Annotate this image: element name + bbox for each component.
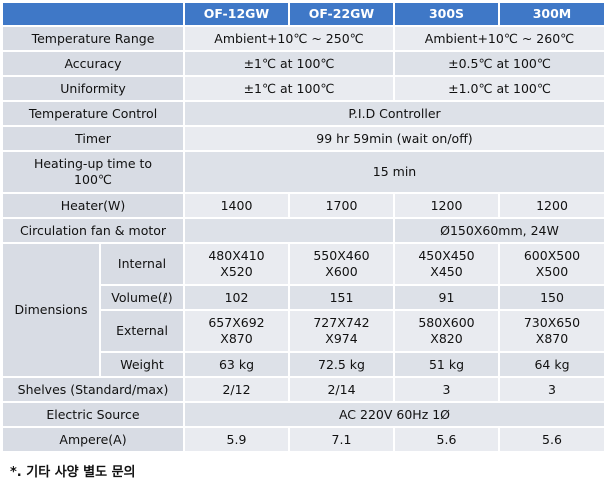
value-external-of-22gw-line1: 727X742 — [313, 315, 370, 330]
row-shelves: Shelves (Standard/max) 2/12 2/14 3 3 — [1, 376, 605, 403]
label-heating-up: Heating-up time to 100℃ — [1, 150, 185, 194]
value-shelves-of-12gw: 2/12 — [183, 376, 290, 403]
value-ampere-of-22gw: 7.1 — [288, 426, 395, 453]
header-row: OF-12GW OF-22GW 300S 300M — [1, 1, 605, 27]
row-temperature-control: Temperature Control P.I.D Controller — [1, 100, 605, 127]
value-accuracy-12-22: ±1℃ at 100℃ — [183, 50, 395, 77]
footnote: *. 기타 사양 별도 문의 — [10, 465, 136, 480]
value-heater-of-12gw: 1400 — [183, 192, 290, 219]
row-dimensions-volume: Volume(ℓ) 102 151 91 150 — [2, 284, 605, 311]
row-temperature-range: Temperature Range Ambient+10℃ ~ 250℃ Amb… — [1, 25, 605, 52]
value-external-300m: 730X650 X870 — [498, 309, 605, 353]
value-internal-300s-line1: 450X450 — [418, 248, 475, 263]
value-internal-300m: 600X500 X500 — [498, 242, 605, 286]
label-internal: Internal — [99, 242, 185, 286]
header-corner — [1, 1, 185, 27]
label-uniformity: Uniformity — [1, 75, 185, 102]
value-weight-of-12gw: 63 kg — [183, 351, 290, 378]
value-uniformity-300: ±1.0℃ at 100℃ — [393, 75, 605, 102]
label-shelves: Shelves (Standard/max) — [1, 376, 185, 403]
value-external-of-12gw-line1: 657X692 — [208, 315, 265, 330]
value-internal-of-22gw-line2: X600 — [325, 264, 358, 279]
label-external: External — [99, 309, 185, 353]
value-weight-300m: 64 kg — [498, 351, 605, 378]
value-volume-of-22gw: 151 — [288, 284, 395, 311]
label-volume: Volume(ℓ) — [99, 284, 185, 311]
header-of-12gw: OF-12GW — [183, 1, 290, 27]
row-ampere: Ampere(A) 5.9 7.1 5.6 5.6 — [1, 426, 605, 453]
label-weight: Weight — [99, 351, 185, 378]
value-internal-300s: 450X450 X450 — [393, 242, 500, 286]
value-internal-of-22gw: 550X460 X600 — [288, 242, 395, 286]
label-dimensions: Dimensions — [1, 242, 101, 378]
value-electric-source: AC 220V 60Hz 1Ø — [183, 401, 605, 428]
row-timer: Timer 99 hr 59min (wait on/off) — [1, 125, 605, 152]
value-external-300s: 580X600 X820 — [393, 309, 500, 353]
value-volume-of-12gw: 102 — [183, 284, 290, 311]
value-circulation-fan: Ø150X60mm, 24W — [393, 217, 605, 244]
header-300m: 300M — [498, 1, 605, 27]
value-internal-300m-line1: 600X500 — [523, 248, 581, 263]
label-heating-up-line2: 100℃ — [74, 172, 112, 187]
value-heater-300m: 1200 — [498, 192, 605, 219]
header-300s: 300S — [393, 1, 500, 27]
value-timer: 99 hr 59min (wait on/off) — [183, 125, 605, 152]
value-shelves-300s: 3 — [393, 376, 500, 403]
value-internal-300s-line2: X450 — [430, 264, 463, 279]
value-volume-300s: 91 — [393, 284, 500, 311]
value-heater-of-22gw: 1700 — [288, 192, 395, 219]
value-internal-of-12gw: 480X410 X520 — [183, 242, 290, 286]
header-of-22gw: OF-22GW — [288, 1, 395, 27]
label-temperature-control: Temperature Control — [1, 100, 185, 127]
value-weight-of-22gw: 72.5 kg — [288, 351, 395, 378]
value-external-of-12gw: 657X692 X870 — [183, 309, 290, 353]
value-temperature-range-12-22: Ambient+10℃ ~ 250℃ — [183, 25, 395, 52]
value-uniformity-12-22: ±1℃ at 100℃ — [183, 75, 395, 102]
value-internal-of-12gw-line1: 480X410 — [208, 248, 265, 263]
value-heater-300s: 1200 — [393, 192, 500, 219]
value-internal-of-22gw-line1: 550X460 — [313, 248, 370, 263]
label-timer: Timer — [1, 125, 185, 152]
label-accuracy: Accuracy — [1, 50, 185, 77]
value-external-of-22gw: 727X742 X974 — [288, 309, 395, 353]
value-weight-300s: 51 kg — [393, 351, 500, 378]
row-dimensions-weight: Weight 63 kg 72.5 kg 51 kg 64 kg — [2, 351, 605, 378]
value-ampere-of-12gw: 5.9 — [183, 426, 290, 453]
label-heater: Heater(W) — [1, 192, 185, 219]
row-electric-source: Electric Source AC 220V 60Hz 1Ø — [1, 401, 605, 428]
row-uniformity: Uniformity ±1℃ at 100℃ ±1.0℃ at 100℃ — [1, 75, 605, 102]
row-dimensions-external: External 657X692 X870 727X742 X974 580X6… — [2, 309, 605, 353]
label-ampere: Ampere(A) — [1, 426, 185, 453]
row-heating-up: Heating-up time to 100℃ 15 min — [1, 150, 605, 194]
value-heating-up: 15 min — [183, 150, 605, 194]
row-heater: Heater(W) 1400 1700 1200 1200 — [1, 192, 605, 219]
value-external-300s-line1: 580X600 — [418, 315, 475, 330]
spec-table: OF-12GW OF-22GW 300S 300M Temperature Ra… — [1, 1, 605, 453]
value-temperature-control: P.I.D Controller — [183, 100, 605, 127]
row-circulation-fan: Circulation fan & motor Ø150X60mm, 24W — [1, 217, 605, 244]
value-external-300m-line2: X870 — [535, 331, 569, 346]
value-volume-300m: 150 — [498, 284, 605, 311]
value-ampere-300s: 5.6 — [393, 426, 500, 453]
label-heating-up-line1: Heating-up time to — [33, 156, 153, 171]
value-circulation-fan-empty — [183, 217, 395, 244]
label-circulation-fan: Circulation fan & motor — [1, 217, 185, 244]
value-shelves-300m: 3 — [498, 376, 605, 403]
value-external-of-12gw-line2: X870 — [220, 331, 253, 346]
row-dimensions-internal: Dimensions Internal 480X410 X520 550X460… — [1, 242, 605, 378]
value-internal-300m-line2: X500 — [535, 264, 569, 279]
value-external-300s-line2: X820 — [430, 331, 463, 346]
label-electric-source: Electric Source — [1, 401, 185, 428]
value-external-300m-line1: 730X650 — [523, 315, 581, 330]
value-accuracy-300: ±0.5℃ at 100℃ — [393, 50, 605, 77]
value-external-of-22gw-line2: X974 — [325, 331, 358, 346]
label-temperature-range: Temperature Range — [1, 25, 185, 52]
value-ampere-300m: 5.6 — [498, 426, 605, 453]
value-temperature-range-300: Ambient+10℃ ~ 260℃ — [393, 25, 605, 52]
value-shelves-of-22gw: 2/14 — [288, 376, 395, 403]
row-accuracy: Accuracy ±1℃ at 100℃ ±0.5℃ at 100℃ — [1, 50, 605, 77]
value-internal-of-12gw-line2: X520 — [220, 264, 253, 279]
